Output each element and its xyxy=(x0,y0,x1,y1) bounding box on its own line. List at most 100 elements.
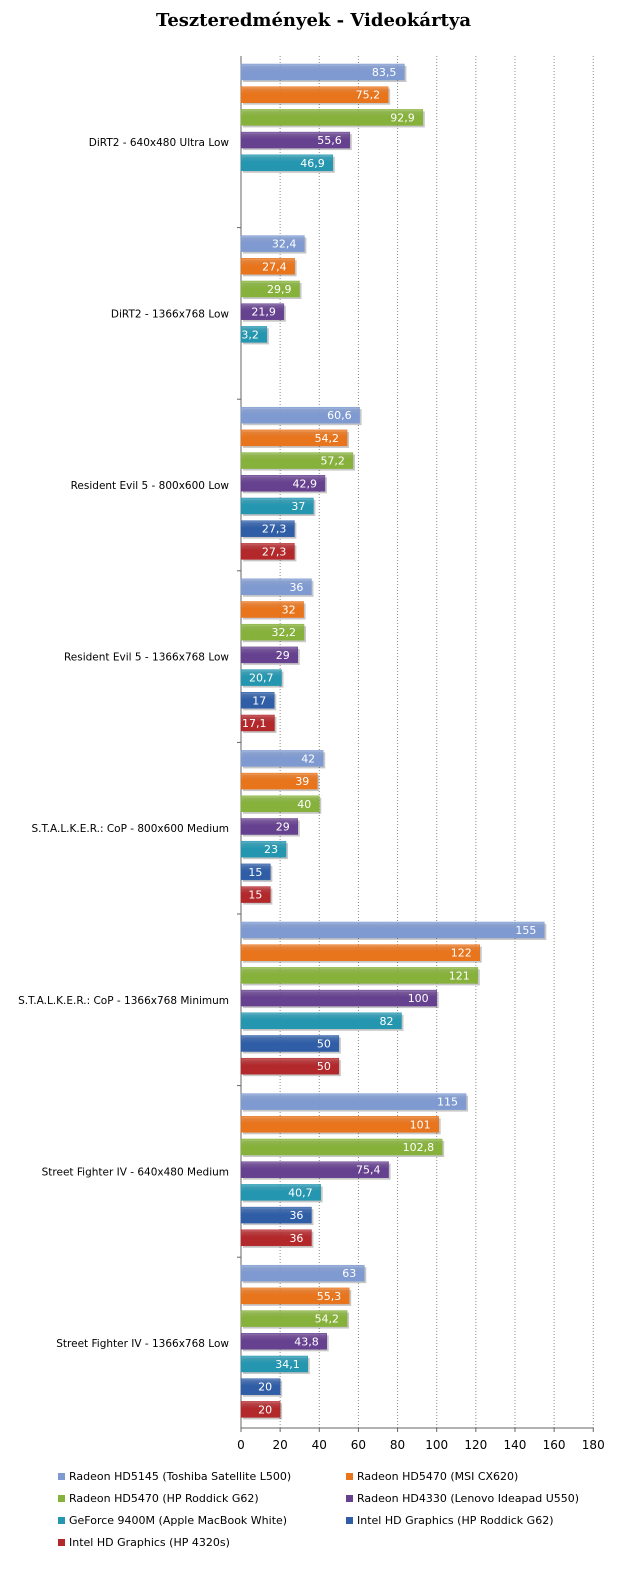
legend-swatch xyxy=(58,1495,65,1502)
bar-value-label: 63 xyxy=(342,1267,356,1280)
legend-label: Intel HD Graphics (HP 4320s) xyxy=(69,1536,230,1549)
chart-title: Teszteredmények - Videokártya xyxy=(156,10,471,31)
bar-rect xyxy=(240,1264,365,1282)
legend-label: Intel HD Graphics (HP Roddick G62) xyxy=(357,1514,554,1527)
bar-rect xyxy=(240,840,287,858)
bar: 55,6 xyxy=(240,131,352,151)
bar-value-label: 37 xyxy=(291,500,305,513)
bar-rect xyxy=(240,1012,402,1030)
bar: 13,2 xyxy=(234,326,269,345)
bar: 36 xyxy=(240,1206,314,1226)
bar-rect xyxy=(240,967,479,984)
bar-rect xyxy=(240,86,389,103)
bar-rect xyxy=(240,63,405,81)
legend-item: Radeon HD5470 (HP Roddick G62) xyxy=(58,1492,346,1505)
bar-rect xyxy=(240,1093,467,1110)
bar-value-label: 155 xyxy=(515,924,536,937)
bar-value-label: 17 xyxy=(252,694,266,707)
x-tick-label: 140 xyxy=(504,1438,527,1452)
bar-value-label: 54,2 xyxy=(315,1313,340,1326)
bar-value-label: 55,3 xyxy=(317,1290,342,1303)
bar: 37 xyxy=(240,497,316,516)
bar-rect xyxy=(240,429,348,447)
bar-rect xyxy=(240,543,295,560)
bar-rect xyxy=(240,578,312,596)
bar-chart: DiRT2 - 640x480 Ultra Low DiRT2 - 1366x76… xyxy=(18,56,605,1452)
bar-rect xyxy=(240,795,320,813)
bar-rect xyxy=(240,280,300,298)
bar: 36 xyxy=(240,1229,314,1248)
bar: 27,3 xyxy=(240,520,297,539)
bar-rect xyxy=(240,714,275,732)
bar: 32 xyxy=(240,601,306,620)
bar: 46,9 xyxy=(240,154,335,173)
bar-rect xyxy=(240,1229,312,1247)
legend-item: GeForce 9400M (Apple MacBook White) xyxy=(58,1514,346,1527)
category-label: Resident Evil 5 - 1366x768 Low xyxy=(64,652,229,664)
bar: 121 xyxy=(240,967,480,986)
legend-item: Intel HD Graphics (HP 4320s) xyxy=(58,1536,346,1549)
bar: 34,1 xyxy=(240,1355,310,1374)
bar-value-label: 55,6 xyxy=(317,134,342,147)
bar-value-label: 92,9 xyxy=(390,111,415,124)
bar-rect xyxy=(240,989,437,1007)
bar-value-label: 32,2 xyxy=(272,626,297,639)
bar: 55,3 xyxy=(240,1287,352,1306)
bar-rect xyxy=(240,863,271,881)
bar: 32,4 xyxy=(240,235,307,254)
bar-value-label: 60,6 xyxy=(327,409,352,422)
bar-value-label: 50 xyxy=(317,1060,331,1073)
bar-rect xyxy=(240,235,305,252)
bar: 83,5 xyxy=(240,63,407,82)
bar: 57,2 xyxy=(240,452,355,471)
legend-label: Radeon HD5470 (HP Roddick G62) xyxy=(69,1492,259,1505)
bar-rect xyxy=(240,1310,348,1327)
bar-rect xyxy=(240,326,268,343)
x-tick-label: 80 xyxy=(390,1438,405,1452)
bar: 40 xyxy=(240,795,322,814)
bar-rect xyxy=(240,1184,321,1201)
bar-value-label: 32 xyxy=(282,604,296,617)
bar-rect xyxy=(240,258,295,275)
bar-value-label: 46,9 xyxy=(300,157,325,170)
bar-rect xyxy=(240,646,299,664)
x-tick-label: 160 xyxy=(543,1438,566,1452)
bar-value-label: 54,2 xyxy=(315,432,340,445)
x-tick-label: 0 xyxy=(237,1438,245,1452)
bar-rect xyxy=(240,520,295,537)
bar-value-label: 27,3 xyxy=(262,545,287,558)
bar: 17 xyxy=(240,692,277,711)
bar-value-label: 34,1 xyxy=(275,1358,300,1371)
bar-rect xyxy=(240,1287,350,1305)
bar-value-label: 15 xyxy=(248,866,262,879)
bar: 101 xyxy=(240,1116,441,1135)
bar-value-label: 50 xyxy=(317,1038,331,1051)
legend: Radeon HD5145 (Toshiba Satellite L500) Ra… xyxy=(58,1470,618,1549)
bar-value-label: 75,2 xyxy=(356,89,381,102)
bar-rect xyxy=(240,623,305,641)
bar-rect xyxy=(240,818,299,835)
bar: 54,2 xyxy=(240,1310,350,1329)
x-tick-label: 20 xyxy=(272,1438,287,1452)
bar-rect xyxy=(240,452,354,469)
x-tick-label: 180 xyxy=(582,1438,605,1452)
bar-rect xyxy=(240,1355,308,1373)
bar-value-label: 42 xyxy=(301,752,315,765)
bar-rect xyxy=(240,303,285,320)
bar: 20,7 xyxy=(240,669,284,688)
bar: 27,4 xyxy=(240,258,297,277)
category-label: S.T.A.L.K.E.R.: CoP - 800x600 Medium xyxy=(31,823,229,835)
x-tick-label: 60 xyxy=(351,1438,366,1452)
bar-value-label: 27,4 xyxy=(262,260,287,273)
x-tick-label: 100 xyxy=(425,1438,448,1452)
bar: 29,9 xyxy=(240,280,302,299)
category-label: Street Fighter IV - 1366x768 Low xyxy=(56,1338,229,1350)
bar-value-label: 13,2 xyxy=(234,328,259,341)
bar-rect xyxy=(240,154,334,172)
bar-value-label: 102,8 xyxy=(403,1141,435,1154)
bar: 155 xyxy=(240,921,547,940)
bar: 60,6 xyxy=(240,406,362,426)
legend-label: Radeon HD4330 (Lenovo Ideapad U550) xyxy=(357,1492,580,1505)
bar-rect xyxy=(240,1401,281,1418)
bar-value-label: 115 xyxy=(437,1096,458,1109)
